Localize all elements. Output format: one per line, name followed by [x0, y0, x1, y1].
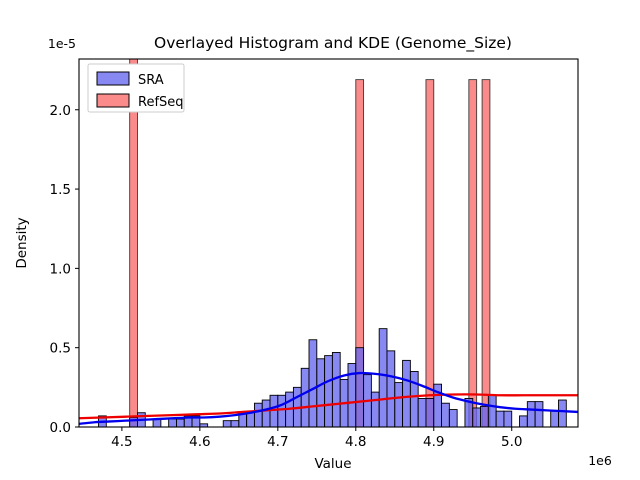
- sra-bar: [503, 410, 513, 427]
- sra-bar: [308, 339, 318, 427]
- sra-bar: [480, 405, 489, 427]
- sra-bar: [300, 367, 310, 427]
- sra-bar: [402, 359, 411, 427]
- x-tick-label: 4.8: [345, 434, 366, 450]
- sra-bar: [409, 371, 419, 427]
- sra-bar: [425, 397, 435, 427]
- refseq-kde-curve: [79, 393, 578, 420]
- sra-bar: [316, 358, 326, 427]
- y-axis-ticks: 0.0 0.5 1.0 1.5 2.0: [50, 103, 79, 436]
- sra-bar: [441, 402, 450, 427]
- sra-bar: [168, 418, 177, 427]
- sra-histogram-bars: [98, 328, 567, 427]
- sra-bar: [472, 407, 481, 427]
- y-tick-label: 1.5: [50, 182, 71, 198]
- sra-bar: [129, 417, 138, 427]
- y-tick-label: 0.5: [50, 341, 71, 357]
- sra-bar: [378, 328, 388, 427]
- legend-swatch-refseq: [96, 93, 130, 108]
- sra-bar: [176, 418, 185, 427]
- chart-title: Overlayed Histogram and KDE (Genome_Size…: [154, 34, 512, 53]
- sra-bar: [253, 402, 263, 427]
- legend-label-sra: SRA: [138, 73, 164, 88]
- sra-bar: [331, 351, 341, 427]
- x-tick-label: 5.0: [501, 434, 522, 450]
- y-axis-offset-label: 1e-5: [48, 36, 76, 51]
- sra-bar: [417, 397, 427, 427]
- refseq-bar: [129, 59, 138, 427]
- legend-label-refseq: RefSeq: [138, 95, 184, 110]
- x-axis-ticks: 4.5 4.6 4.7 4.8 4.9 5.0: [111, 427, 522, 450]
- sra-bar: [487, 394, 497, 427]
- chart-legend[interactable]: SRA RefSeq: [87, 63, 185, 113]
- y-tick-label: 2.0: [50, 103, 71, 119]
- sra-bar: [558, 399, 567, 427]
- sra-bar: [222, 420, 232, 427]
- sra-bar: [324, 355, 333, 427]
- x-tick-label: 4.9: [423, 434, 444, 450]
- sra-bar: [261, 399, 271, 427]
- sra-bar: [370, 391, 380, 427]
- y-tick-label: 1.0: [50, 261, 71, 277]
- legend-swatch-sra: [96, 71, 130, 86]
- sra-bar: [519, 415, 528, 427]
- sra-bar: [550, 410, 559, 427]
- sra-bar: [394, 382, 404, 427]
- refseq-bar: [468, 79, 478, 427]
- kde-curves: [79, 371, 578, 425]
- sra-bar: [355, 347, 365, 427]
- sra-bar: [526, 401, 536, 427]
- x-axis-label: Value: [314, 456, 351, 472]
- x-tick-label: 4.5: [111, 434, 132, 450]
- sra-bar: [277, 394, 287, 427]
- x-tick-label: 4.7: [267, 434, 288, 450]
- sra-kde-curve: [79, 371, 578, 425]
- refseq-bar: [425, 79, 435, 427]
- refseq-bar: [481, 79, 491, 427]
- sra-bar: [448, 409, 458, 427]
- sra-bar: [386, 350, 396, 427]
- x-axis-offset-label: 1e6: [588, 453, 612, 468]
- sra-bar: [534, 401, 544, 427]
- x-tick-label: 4.6: [189, 434, 210, 450]
- axes-frame: [78, 58, 579, 428]
- y-axis-label: Density: [14, 217, 30, 268]
- sra-bar: [495, 410, 505, 427]
- sra-bar: [230, 420, 240, 427]
- y-tick-label: 0.0: [50, 420, 71, 436]
